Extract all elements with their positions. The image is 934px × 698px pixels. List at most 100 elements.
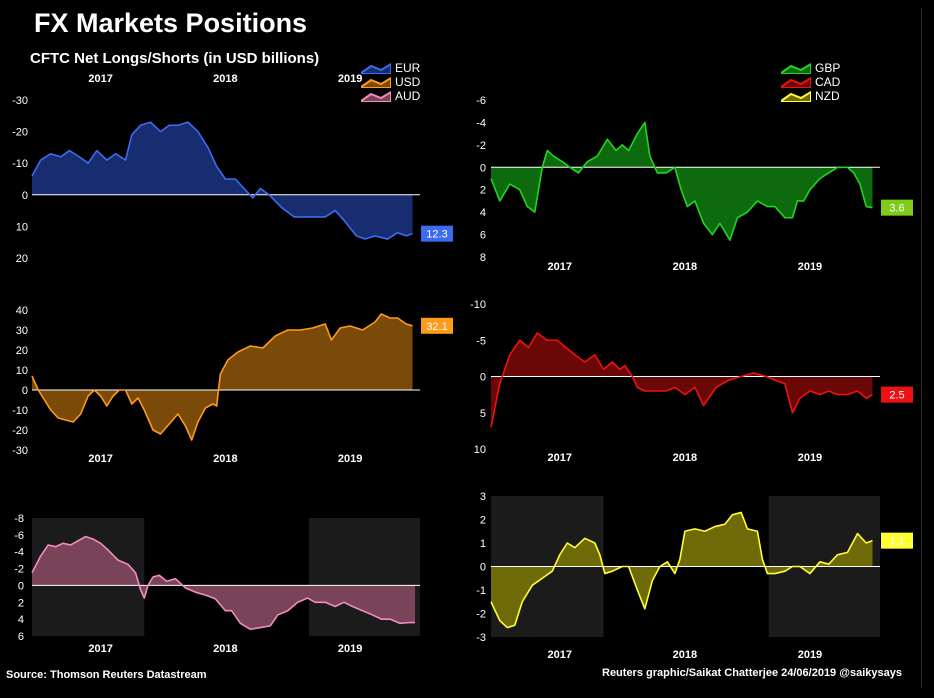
legend-item-aud: AUD <box>361 89 420 103</box>
y-tick-label-usd-5: 20 <box>16 345 28 357</box>
last-value-label-usd: 32.1 <box>426 321 447 333</box>
x-tick-label-aud-0: 2017 <box>88 643 112 655</box>
y-tick-label-aud-7: 6 <box>18 631 24 643</box>
area-fill-eur <box>32 122 413 240</box>
y-tick-label-nzd-5: 2 <box>480 515 486 527</box>
credit-note: Reuters graphic/Saikat Chatterjee 24/06/… <box>602 667 902 679</box>
x-tick-label-gbp-0: 2017 <box>548 261 572 273</box>
legend-swatch-nzd <box>781 90 811 102</box>
source-note: Source: Thomson Reuters Datastream <box>6 669 207 681</box>
x-tick-label-cad-1: 2018 <box>673 452 697 464</box>
x-tick-label-aud-1: 2018 <box>213 643 237 655</box>
legend-swatch-usd <box>361 76 391 88</box>
x-tick-label-aud-2: 2019 <box>338 643 362 655</box>
y-tick-label-usd-0: -30 <box>12 445 28 457</box>
y-tick-label-nzd-1: -2 <box>476 609 486 621</box>
last-value-box-nzd <box>881 532 913 549</box>
series-line-aud <box>31 535 416 631</box>
legend-item-gbp: GBP <box>781 61 840 75</box>
legend-swatch-eur <box>361 62 391 74</box>
y-tick-label-cad-2: 0 <box>480 372 486 384</box>
y-tick-label-nzd-3: 0 <box>480 562 486 574</box>
y-tick-label-aud-2: -4 <box>14 547 24 559</box>
legend-item-cad: CAD <box>781 75 840 89</box>
chart-eur: -30 -20 -10 0 10 20 2017 2018 2019 12.3 <box>12 73 453 265</box>
y-tick-label-gbp-3: 0 <box>480 162 486 174</box>
y-tick-label-eur-3: 0 <box>22 190 28 202</box>
x-tick-label-gbp-2: 2019 <box>798 261 822 273</box>
y-tick-label-usd-2: -10 <box>12 405 28 417</box>
last-value-box-cad <box>881 386 913 403</box>
last-value-box-usd <box>421 317 453 334</box>
y-tick-label-gbp-5: 4 <box>480 207 486 219</box>
y-tick-label-gbp-1: -4 <box>476 117 486 129</box>
y-tick-label-aud-6: 4 <box>18 614 24 626</box>
series-line-cad <box>490 332 873 428</box>
legend-item-usd: USD <box>361 75 420 89</box>
area-fill-gbp <box>491 122 873 241</box>
x-tick-label-nzd-2: 2019 <box>798 649 822 661</box>
area-fill-cad <box>491 333 873 428</box>
last-value-label-eur: 12.3 <box>426 229 447 241</box>
y-tick-label-cad-4: 10 <box>474 444 486 456</box>
y-tick-label-usd-7: 40 <box>16 305 28 317</box>
y-tick-label-usd-6: 30 <box>16 325 28 337</box>
x-tick-label-usd-1: 2018 <box>213 453 237 465</box>
y-tick-label-aud-1: -6 <box>14 530 24 542</box>
page-title: FX Markets Positions <box>34 8 308 38</box>
last-value-box-gbp <box>881 199 913 216</box>
y-tick-label-gbp-6: 6 <box>480 230 486 242</box>
area-fill-usd <box>32 314 413 440</box>
y-tick-label-eur-5: 20 <box>16 253 28 265</box>
y-tick-label-usd-3: 0 <box>22 385 28 397</box>
y-tick-label-nzd-4: 1 <box>480 538 486 550</box>
y-tick-label-aud-3: -2 <box>14 564 24 576</box>
y-tick-label-gbp-4: 2 <box>480 185 486 197</box>
chart-cad: -10 -5 0 5 10 2017 2018 2019 2.5 <box>470 299 913 464</box>
y-tick-label-gbp-2: -2 <box>476 140 486 152</box>
y-tick-label-usd-4: 10 <box>16 365 28 377</box>
y-tick-label-nzd-0: -3 <box>476 632 486 644</box>
legend-label-usd: USD <box>395 75 421 89</box>
series-line-nzd <box>490 511 873 629</box>
last-value-box-eur <box>421 225 453 242</box>
y-tick-label-usd-1: -20 <box>12 425 28 437</box>
series-line-usd <box>31 313 413 441</box>
page-subtitle: CFTC Net Longs/Shorts (in USD billions) <box>30 50 320 67</box>
chart-gbp: -6 -4 -2 0 2 4 6 8 2017 2018 2019 3.6 <box>476 95 913 273</box>
series-line-gbp <box>490 121 873 241</box>
right-edge-divider <box>921 8 922 688</box>
last-value-label-cad: 2.5 <box>889 390 904 402</box>
series-line-eur <box>31 121 413 240</box>
y-tick-label-cad-0: -10 <box>470 299 486 311</box>
y-tick-label-aud-5: 2 <box>18 597 24 609</box>
legend-label-nzd: NZD <box>815 89 840 103</box>
legend-left: EUR USD AUD <box>361 61 420 103</box>
legend-right: GBP CAD NZD <box>781 61 840 103</box>
chart-nzd: -3 -2 -1 0 1 2 3 2017 2018 2019 1.1 <box>476 491 913 661</box>
last-value-label-nzd: 1.1 <box>889 536 904 548</box>
y-tick-label-aud-0: -8 <box>14 513 24 525</box>
y-tick-label-eur-0: -30 <box>12 95 28 107</box>
x-tick-label-eur-1: 2018 <box>213 73 237 85</box>
legend-label-cad: CAD <box>815 75 841 89</box>
x-tick-label-cad-0: 2017 <box>548 452 572 464</box>
legend-swatch-cad <box>781 76 811 88</box>
legend-swatch-aud <box>361 90 391 102</box>
y-tick-label-eur-4: 10 <box>16 221 28 233</box>
x-tick-label-eur-0: 2017 <box>88 73 112 85</box>
area-fill-nzd <box>491 512 873 628</box>
y-tick-label-gbp-0: -6 <box>476 95 486 107</box>
last-value-label-gbp: 3.6 <box>889 203 904 215</box>
legend-label-gbp: GBP <box>815 61 841 75</box>
x-tick-label-eur-2: 2019 <box>338 73 362 85</box>
y-tick-label-gbp-7: 8 <box>480 252 486 264</box>
y-tick-label-cad-3: 5 <box>480 408 486 420</box>
x-tick-label-nzd-0: 2017 <box>548 649 572 661</box>
x-tick-label-nzd-1: 2018 <box>673 649 697 661</box>
area-fill-aud <box>32 536 416 630</box>
x-tick-label-usd-0: 2017 <box>88 453 112 465</box>
x-tick-label-usd-2: 2019 <box>338 453 362 465</box>
x-tick-label-cad-2: 2019 <box>798 452 822 464</box>
legend-swatch-gbp <box>781 62 811 74</box>
